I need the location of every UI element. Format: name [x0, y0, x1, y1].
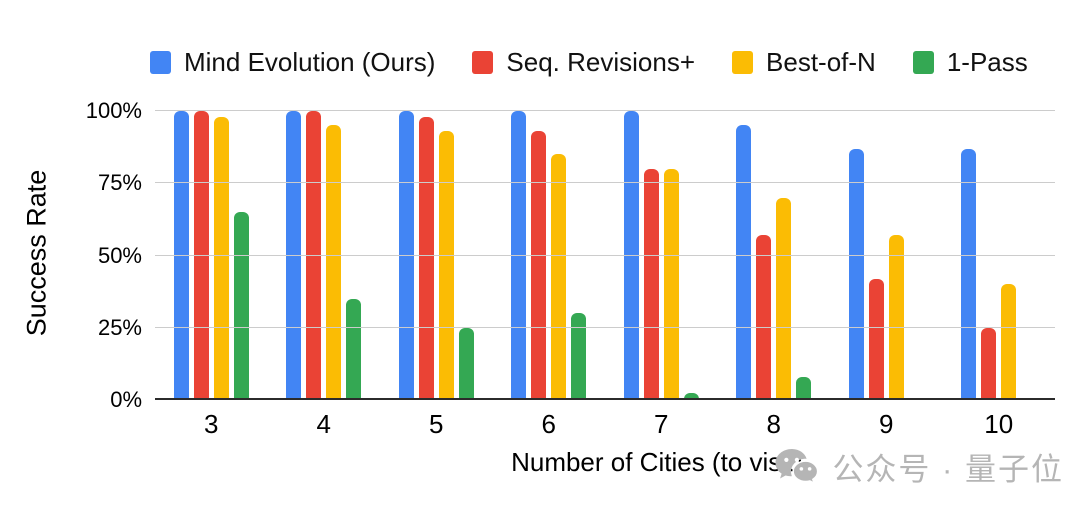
plot-area: 0% 25% 50% 75% 100%: [86, 98, 1055, 412]
x-tick-label-5: 5: [429, 409, 444, 439]
bar-best-of-n-5: [438, 131, 454, 400]
y-tick-label-50: 50%: [97, 242, 142, 268]
gridline-75: [155, 182, 1055, 184]
bar-seq-revisions-9: [868, 278, 884, 400]
legend-swatch-icon: [732, 51, 754, 74]
bar-group-7: [605, 111, 718, 400]
bar-seq-revisions-10: [981, 327, 997, 400]
gridline-25: [155, 326, 1055, 328]
y-tick-label-75: 75%: [97, 170, 142, 196]
legend-label: Mind Evolution (Ours): [184, 47, 436, 77]
bar-best-of-n-6: [551, 154, 567, 400]
bar-best-of-n-10: [1001, 284, 1017, 400]
bar-group-6: [493, 111, 606, 400]
x-axis-title: Number of Cities (to visit): [511, 447, 803, 477]
gridline-100: [155, 110, 1055, 111]
bar-1-pass-4: [346, 298, 362, 400]
bar-seq-revisions-8: [756, 235, 772, 400]
legend-swatch-icon: [912, 51, 934, 74]
bar-best-of-n-3: [213, 116, 229, 400]
bar-group-8: [718, 111, 831, 400]
bar-mind-evolution-ours-10: [961, 148, 977, 400]
watermark-text: 公众号 · 量子位: [832, 452, 1064, 487]
y-tick-label-0: 0%: [110, 387, 142, 412]
bar-mind-evolution-ours-7: [623, 111, 639, 400]
bar-1-pass-3: [233, 212, 249, 400]
bar-group-4: [268, 111, 381, 400]
bar-seq-revisions-5: [418, 116, 434, 400]
bar-1-pass-7: [683, 392, 699, 400]
bar-mind-evolution-ours-8: [736, 125, 752, 400]
x-tick-label-7: 7: [654, 409, 669, 439]
legend-item-1: Mind Evolution (Ours): [150, 47, 435, 78]
bar-1-pass-5: [458, 327, 474, 400]
legend-label: 1-Pass: [946, 47, 1028, 77]
y-tick-label-100: 100%: [85, 98, 142, 123]
bar-best-of-n-8: [776, 197, 792, 400]
x-axis-tick-labels: 3 4 5 6 7 8 9 10: [155, 409, 1055, 440]
chart-legend: Mind Evolution (Ours) Seq. Revisions+ Best…: [150, 47, 1028, 78]
x-tick-label-4: 4: [316, 409, 331, 439]
x-tick-label-8: 8: [766, 409, 781, 439]
bar-seq-revisions-7: [643, 168, 659, 400]
bar-mind-evolution-ours-4: [286, 111, 302, 400]
legend-item-2: Seq. Revisions+: [472, 47, 695, 78]
legend-swatch-icon: [472, 51, 494, 74]
watermark: 公众号 · 量子位: [774, 444, 1064, 489]
y-tick-label-25: 25%: [97, 314, 142, 340]
bar-group-9: [830, 111, 943, 400]
bar-mind-evolution-ours-9: [848, 148, 864, 400]
legend-label: Seq. Revisions+: [506, 47, 696, 77]
y-axis-title: Success Rate: [21, 169, 52, 337]
legend-item-4: 1-Pass: [912, 47, 1028, 78]
x-tick-label-9: 9: [879, 409, 894, 439]
wechat-icon: [775, 448, 819, 485]
bar-best-of-n-9: [888, 235, 904, 400]
bar-group-5: [380, 111, 493, 400]
bar-1-pass-8: [796, 376, 812, 400]
bar-seq-revisions-3: [193, 111, 209, 400]
bar-group-3: [155, 111, 268, 400]
legend-item-3: Best-of-N: [732, 47, 876, 78]
bar-groups: [155, 111, 1055, 400]
x-tick-label-6: 6: [541, 409, 556, 439]
bar-mind-evolution-ours-3: [173, 111, 189, 400]
bar-seq-revisions-4: [306, 111, 322, 400]
bar-seq-revisions-6: [531, 131, 547, 400]
x-tick-label-3: 3: [204, 409, 219, 439]
legend-swatch-icon: [150, 51, 171, 74]
bar-best-of-n-4: [326, 125, 342, 400]
bar-mind-evolution-ours-5: [398, 111, 414, 400]
x-axis-line: [155, 398, 1055, 400]
legend-label: Best-of-N: [766, 47, 876, 77]
x-tick-label-10: 10: [984, 409, 1014, 439]
bar-best-of-n-7: [663, 168, 679, 400]
gridline-50: [155, 254, 1055, 256]
bar-group-10: [943, 111, 1056, 400]
bar-mind-evolution-ours-6: [511, 111, 527, 400]
bar-1-pass-6: [571, 313, 587, 400]
